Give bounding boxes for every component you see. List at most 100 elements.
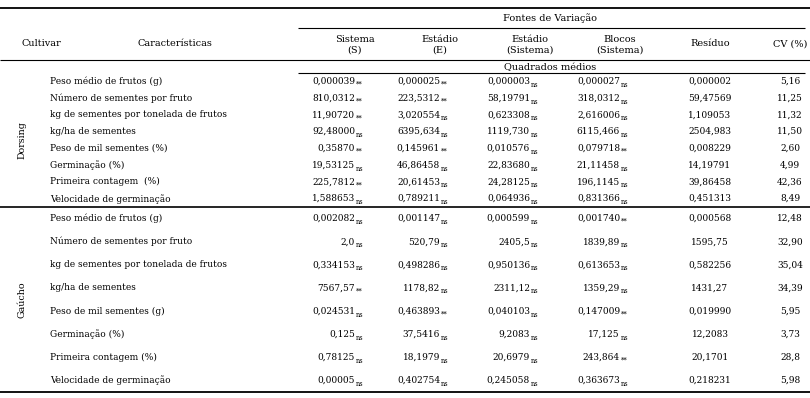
Text: ns: ns: [441, 181, 449, 189]
Text: Sistema
(S): Sistema (S): [335, 35, 375, 55]
Text: 1359,29: 1359,29: [582, 283, 620, 293]
Text: 1,109053: 1,109053: [688, 110, 731, 119]
Text: ns: ns: [356, 131, 364, 139]
Text: 11,25: 11,25: [777, 94, 803, 103]
Text: 5,98: 5,98: [780, 376, 800, 385]
Text: 1595,75: 1595,75: [691, 237, 729, 246]
Text: 3,020554: 3,020554: [397, 110, 440, 119]
Text: 1178,82: 1178,82: [403, 283, 440, 293]
Text: ns: ns: [356, 357, 364, 365]
Text: 19,53125: 19,53125: [312, 161, 355, 170]
Text: ns: ns: [621, 380, 629, 388]
Text: CV (%): CV (%): [773, 39, 808, 49]
Text: 0,363673: 0,363673: [578, 376, 620, 385]
Text: 0,079718: 0,079718: [577, 144, 620, 153]
Text: Peso de mil sementes (%): Peso de mil sementes (%): [50, 144, 168, 153]
Text: 0,623308: 0,623308: [488, 110, 530, 119]
Text: Peso médio de frutos (g): Peso médio de frutos (g): [50, 214, 162, 223]
Text: ns: ns: [531, 181, 539, 189]
Text: Primeira contagem  (%): Primeira contagem (%): [50, 178, 160, 186]
Text: **: **: [441, 148, 448, 156]
Text: 2311,12: 2311,12: [493, 283, 530, 293]
Text: 2,0: 2,0: [341, 237, 355, 246]
Text: 810,0312: 810,0312: [312, 94, 355, 103]
Text: 9,2083: 9,2083: [499, 330, 530, 339]
Text: ns: ns: [356, 198, 364, 206]
Text: Número de sementes por fruto: Número de sementes por fruto: [50, 94, 192, 103]
Text: kg/ha de sementes: kg/ha de sementes: [50, 283, 136, 293]
Text: Características: Características: [138, 39, 212, 49]
Text: 225,7812: 225,7812: [312, 178, 355, 186]
Text: ns: ns: [621, 181, 629, 189]
Text: 37,5416: 37,5416: [403, 330, 440, 339]
Text: ns: ns: [621, 131, 629, 139]
Text: 0,001147: 0,001147: [397, 214, 440, 223]
Text: 196,1145: 196,1145: [577, 178, 620, 186]
Text: 42,36: 42,36: [777, 178, 803, 186]
Text: 0,000039: 0,000039: [312, 77, 355, 86]
Text: 0,010576: 0,010576: [487, 144, 530, 153]
Text: 0,000568: 0,000568: [688, 214, 731, 223]
Text: 12,2083: 12,2083: [692, 330, 728, 339]
Text: 4,99: 4,99: [780, 161, 800, 170]
Text: 34,39: 34,39: [777, 283, 803, 293]
Text: ns: ns: [356, 241, 364, 249]
Text: ns: ns: [531, 165, 539, 173]
Text: ns: ns: [621, 81, 629, 89]
Text: 0,78125: 0,78125: [318, 353, 355, 362]
Text: 0,002082: 0,002082: [312, 214, 355, 223]
Text: 0,35870: 0,35870: [318, 144, 355, 153]
Text: ns: ns: [441, 114, 449, 122]
Text: Velocidade de germinação: Velocidade de germinação: [50, 194, 171, 203]
Text: ns: ns: [441, 287, 449, 295]
Text: 14,19791: 14,19791: [688, 161, 731, 170]
Text: ns: ns: [531, 98, 539, 105]
Text: kg/ha de sementes: kg/ha de sementes: [50, 127, 136, 136]
Text: ns: ns: [531, 81, 539, 89]
Text: Dorsing: Dorsing: [18, 121, 27, 159]
Text: 0,613653: 0,613653: [577, 260, 620, 269]
Text: Peso de mil sementes (g): Peso de mil sementes (g): [50, 306, 164, 316]
Text: Blocos
(Sistema): Blocos (Sistema): [596, 35, 644, 55]
Text: kg de sementes por tonelada de frutos: kg de sementes por tonelada de frutos: [50, 110, 227, 119]
Text: Gaúcho: Gaúcho: [18, 281, 27, 318]
Text: Velocidade de germinação: Velocidade de germinação: [50, 376, 171, 385]
Text: ns: ns: [531, 287, 539, 295]
Text: 12,48: 12,48: [777, 214, 803, 223]
Text: ns: ns: [356, 380, 364, 388]
Text: 59,47569: 59,47569: [688, 94, 731, 103]
Text: 35,04: 35,04: [777, 260, 803, 269]
Text: ns: ns: [621, 241, 629, 249]
Text: ns: ns: [531, 310, 539, 318]
Text: 0,064936: 0,064936: [487, 194, 530, 203]
Text: **: **: [621, 148, 628, 156]
Text: 5,16: 5,16: [780, 77, 800, 86]
Text: 58,19791: 58,19791: [487, 94, 530, 103]
Text: ns: ns: [621, 114, 629, 122]
Text: 21,11458: 21,11458: [577, 161, 620, 170]
Text: 0,582256: 0,582256: [688, 260, 731, 269]
Text: 1,588653: 1,588653: [312, 194, 355, 203]
Text: Número de sementes por fruto: Número de sementes por fruto: [50, 237, 192, 246]
Text: 0,147009: 0,147009: [577, 306, 620, 316]
Text: 0,000025: 0,000025: [397, 77, 440, 86]
Text: Fontes de Variação: Fontes de Variação: [503, 13, 597, 23]
Text: Germinação (%): Germinação (%): [50, 329, 125, 339]
Text: 6115,466: 6115,466: [577, 127, 620, 136]
Text: ns: ns: [356, 310, 364, 318]
Text: Resíduo: Resíduo: [690, 39, 730, 49]
Text: 2,60: 2,60: [780, 144, 800, 153]
Text: ns: ns: [531, 334, 539, 342]
Text: 0,334153: 0,334153: [312, 260, 355, 269]
Text: 11,90720: 11,90720: [312, 110, 355, 119]
Text: 18,1979: 18,1979: [403, 353, 440, 362]
Text: 0,402754: 0,402754: [397, 376, 440, 385]
Text: ns: ns: [441, 380, 449, 388]
Text: ns: ns: [621, 264, 629, 272]
Text: 8,49: 8,49: [780, 194, 800, 203]
Text: ns: ns: [531, 114, 539, 122]
Text: 0,463893: 0,463893: [397, 306, 440, 316]
Text: 2405,5: 2405,5: [498, 237, 530, 246]
Text: 39,86458: 39,86458: [688, 178, 731, 186]
Text: ns: ns: [531, 198, 539, 206]
